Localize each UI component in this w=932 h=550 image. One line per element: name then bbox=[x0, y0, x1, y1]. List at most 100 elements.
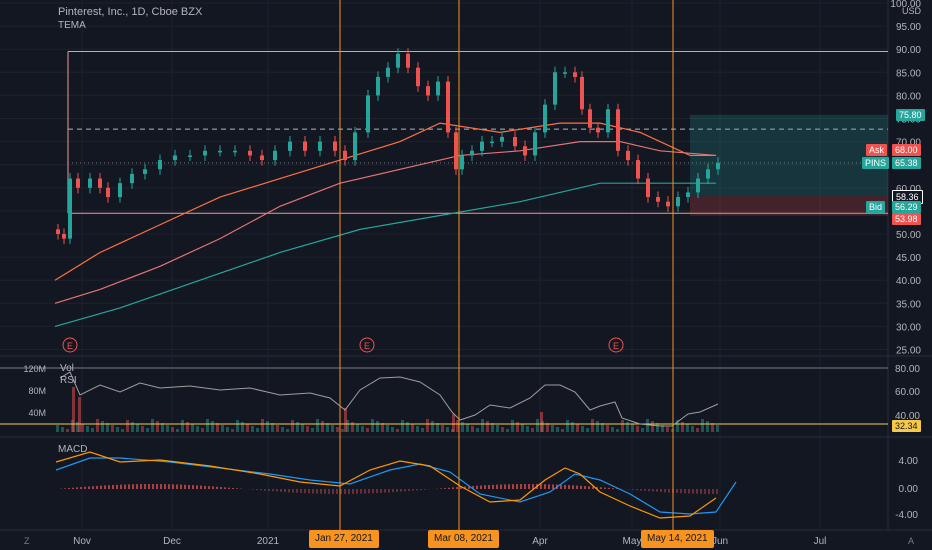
candle-body bbox=[490, 141, 494, 144]
volume-bar bbox=[586, 428, 589, 432]
volume-bar bbox=[361, 426, 364, 432]
volume-bar bbox=[711, 423, 714, 432]
volume-bar bbox=[336, 427, 339, 432]
macd-signal-line bbox=[55, 457, 737, 515]
macd-histogram-bar bbox=[656, 489, 658, 492]
volume-bar bbox=[316, 419, 319, 432]
volume-bar bbox=[540, 412, 543, 432]
auto-scale-button[interactable]: A bbox=[908, 536, 915, 546]
macd-histogram-bar bbox=[288, 489, 290, 493]
macd-histogram-bar bbox=[544, 484, 546, 489]
volume-bar bbox=[581, 426, 584, 432]
date-flag-2[interactable]: Mar 08, 2021 bbox=[428, 530, 499, 548]
macd-histogram-bar bbox=[184, 484, 186, 489]
macd-histogram-bar bbox=[112, 484, 114, 489]
macd-histogram-bar bbox=[72, 487, 74, 489]
volume-bar bbox=[496, 425, 499, 432]
macd-legend[interactable]: MACD bbox=[58, 444, 88, 455]
macd-histogram-bar bbox=[636, 489, 638, 491]
candle-body bbox=[533, 132, 537, 156]
macd-line bbox=[55, 451, 717, 519]
macd-histogram-bar bbox=[488, 485, 490, 489]
volume-bar bbox=[466, 424, 469, 432]
volume-bar bbox=[296, 422, 299, 432]
price-tick-label: 70.00 bbox=[896, 138, 921, 149]
macd-histogram-bar bbox=[300, 489, 302, 493]
volume-bar bbox=[81, 424, 84, 432]
volume-bar bbox=[171, 427, 174, 432]
macd-histogram-bar bbox=[588, 486, 590, 489]
time-axis-label: Apr bbox=[532, 536, 548, 547]
macd-histogram-bar bbox=[180, 484, 182, 489]
volume-bar bbox=[706, 421, 709, 432]
profit-zone bbox=[690, 114, 888, 196]
price-tick-label: 80.00 bbox=[896, 91, 921, 102]
volume-bar bbox=[406, 422, 409, 432]
volume-bar bbox=[196, 426, 199, 432]
macd-histogram-bar bbox=[604, 487, 606, 489]
macd-histogram-bar bbox=[188, 484, 190, 489]
candle-body bbox=[218, 150, 222, 153]
macd-histogram-bar bbox=[476, 485, 478, 489]
macd-histogram-bar bbox=[472, 485, 474, 489]
macd-histogram-bar bbox=[708, 489, 710, 494]
macd-histogram-bar bbox=[416, 489, 418, 491]
macd-histogram-bar bbox=[644, 489, 646, 491]
candle-body bbox=[563, 72, 567, 74]
zoom-button[interactable]: Z bbox=[24, 536, 30, 546]
volume-bar bbox=[686, 424, 689, 432]
macd-histogram-bar bbox=[512, 484, 514, 489]
rsi-legend[interactable]: RSI bbox=[60, 375, 77, 386]
volume-legend[interactable]: Vol bbox=[60, 363, 74, 374]
volume-bar bbox=[526, 426, 529, 432]
volume-bar bbox=[141, 426, 144, 432]
volume-bar bbox=[476, 428, 479, 432]
moving-averages bbox=[54, 122, 717, 327]
macd-histogram-bar bbox=[548, 484, 550, 489]
rsi-line bbox=[59, 371, 719, 427]
macd-histogram-bar bbox=[572, 485, 574, 489]
macd-histogram-bar bbox=[584, 486, 586, 489]
candle-body bbox=[646, 178, 650, 198]
macd-histogram-bar bbox=[64, 488, 66, 489]
macd-histogram-bar bbox=[516, 484, 518, 489]
macd-histogram-bar bbox=[440, 488, 442, 489]
symbol-title[interactable]: Pinterest, Inc., 1D, Cboe BZX bbox=[58, 6, 203, 18]
macd-histogram-bar bbox=[280, 489, 282, 492]
macd-histogram-bar bbox=[380, 489, 382, 493]
price-tick-label: 90.00 bbox=[896, 45, 921, 56]
vertical-lines[interactable] bbox=[339, 0, 674, 530]
date-flag-1[interactable]: Jan 27, 2021 bbox=[309, 530, 379, 548]
indicator-legend-tema[interactable]: TEMA bbox=[58, 20, 86, 31]
macd-histogram-bar bbox=[412, 489, 414, 491]
macd-histogram-bar bbox=[96, 485, 98, 489]
candle-body bbox=[480, 141, 484, 151]
pins-label: PINS bbox=[862, 157, 890, 169]
macd-histogram-bar bbox=[352, 489, 354, 494]
volume-bar bbox=[241, 422, 244, 432]
macd-histogram-bar bbox=[528, 484, 530, 489]
price-tick-label: 25.00 bbox=[896, 346, 921, 357]
volume-bar bbox=[501, 427, 504, 432]
candle-body bbox=[676, 197, 680, 207]
macd-histogram-bar bbox=[156, 484, 158, 489]
volume-bar bbox=[396, 429, 399, 432]
rsi-tick-label: 40.00 bbox=[895, 411, 920, 422]
volume-bar bbox=[601, 423, 604, 432]
ma-fast-line bbox=[54, 122, 716, 281]
macd-histogram-bar bbox=[88, 486, 90, 489]
volume-bar bbox=[681, 422, 684, 432]
macd-histogram-bar bbox=[224, 487, 226, 489]
macd-histogram-bar bbox=[648, 489, 650, 492]
volume-bar bbox=[641, 428, 644, 432]
volume-bar bbox=[691, 426, 694, 432]
long-position-tool[interactable] bbox=[690, 114, 888, 216]
earnings-marker bbox=[359, 337, 375, 353]
macd-histogram-bar bbox=[172, 484, 174, 489]
volume-bar bbox=[486, 421, 489, 432]
date-flag-3[interactable]: May 14, 2021 bbox=[641, 530, 714, 548]
low-price-tag: 53.98 bbox=[892, 213, 921, 225]
macd-histogram-bar bbox=[452, 487, 454, 489]
candle-body bbox=[656, 197, 660, 202]
